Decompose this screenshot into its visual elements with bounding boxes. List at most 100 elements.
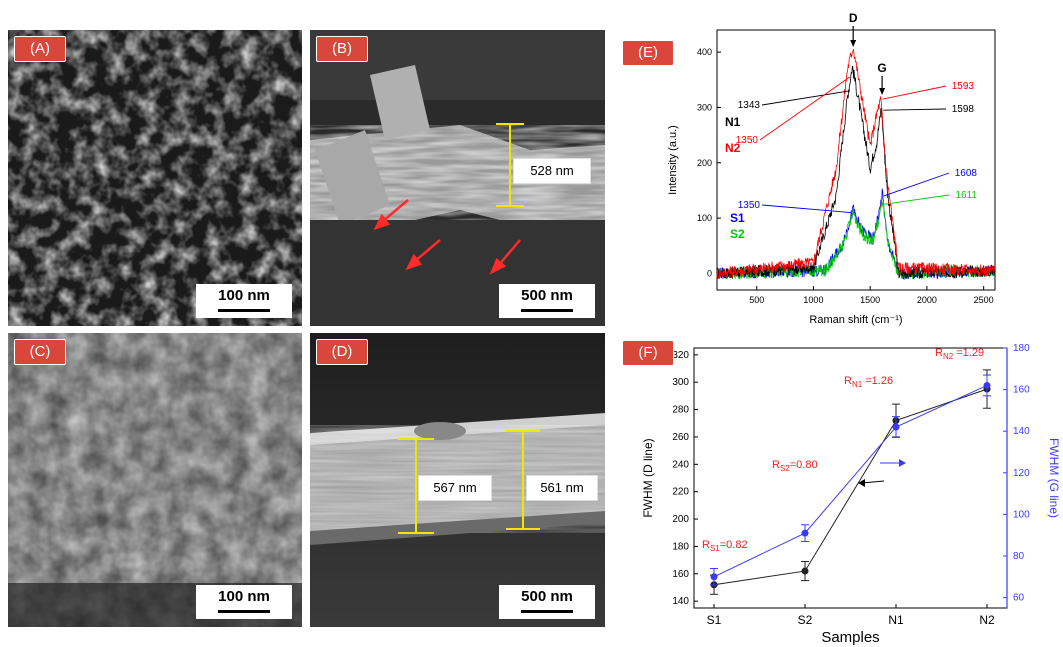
plot-frame bbox=[716, 29, 996, 291]
y-tick-label: 200 bbox=[672, 514, 689, 525]
plot-frame bbox=[693, 347, 1008, 609]
sem-panel-a: (A) 100 nm bbox=[8, 30, 302, 326]
ratio-label: RN2 =1.29 bbox=[935, 347, 984, 361]
left-axis-arrow bbox=[861, 480, 885, 484]
panel-d-scale-label: 500 nm bbox=[521, 588, 573, 605]
scale-bar-line bbox=[218, 610, 270, 613]
y-tick-label: 260 bbox=[672, 432, 689, 443]
x-tick-label: 1000 bbox=[803, 295, 823, 305]
y-tick-label: 240 bbox=[672, 459, 689, 470]
peak-annotation: 1611 bbox=[955, 190, 977, 201]
x-tick-label: 500 bbox=[749, 295, 764, 305]
peak-annotation: 1343 bbox=[738, 100, 761, 111]
series-line-N2 bbox=[716, 49, 996, 279]
y-right-tick-label: 120 bbox=[1013, 468, 1030, 479]
y-right-tick-label: 180 bbox=[1013, 343, 1030, 354]
peak-label-d: D bbox=[849, 11, 858, 25]
right-axis-arrow-head bbox=[899, 459, 906, 467]
panel-d-tag: (D) bbox=[316, 339, 368, 365]
thickness-marker-d bbox=[398, 430, 540, 534]
x-axis-label: Raman shift (cm⁻¹) bbox=[809, 314, 902, 326]
panel-e-tag: (E) bbox=[622, 40, 674, 66]
y-tick-label: 320 bbox=[672, 350, 689, 361]
y-tick-label: 100 bbox=[697, 213, 712, 223]
panel-b-scalebar: 500 nm bbox=[499, 284, 595, 318]
sem-texture-a bbox=[8, 30, 302, 326]
scale-bar-line bbox=[521, 309, 573, 312]
panel-c-tag: (C) bbox=[14, 339, 66, 365]
y-tick-label: 300 bbox=[672, 377, 689, 388]
scale-bar-line bbox=[218, 309, 270, 312]
x-tick-label: N2 bbox=[979, 613, 995, 627]
annotation-leader bbox=[761, 90, 850, 106]
annotation-leader bbox=[883, 108, 947, 111]
ratio-label: RS2=0.80 bbox=[772, 459, 818, 473]
y-right-tick-label: 140 bbox=[1013, 426, 1030, 437]
panel-a-scalebar: 100 nm bbox=[196, 284, 292, 318]
x-tick-label: 2000 bbox=[917, 295, 937, 305]
red-arrows bbox=[373, 199, 521, 275]
fwhm-series-line-right bbox=[713, 384, 988, 578]
y-right-tick-label: 60 bbox=[1013, 593, 1025, 604]
annotation-leader bbox=[759, 76, 851, 141]
data-point bbox=[710, 573, 718, 581]
x-axis-label: Samples bbox=[821, 629, 879, 646]
series-label-N1: N1 bbox=[725, 115, 741, 129]
data-point bbox=[983, 381, 991, 389]
x-tick-label: 2500 bbox=[974, 295, 994, 305]
data-point bbox=[801, 529, 809, 537]
y-tick-label: 400 bbox=[697, 47, 712, 57]
ratio-label: RN1 =1.26 bbox=[844, 375, 893, 389]
series-label-S1: S1 bbox=[730, 211, 745, 225]
y-tick-label: 220 bbox=[672, 487, 689, 498]
peak-annotation: 1350 bbox=[738, 200, 761, 211]
x-tick-label: N1 bbox=[888, 613, 904, 627]
panel-b-scale-label: 500 nm bbox=[521, 287, 573, 304]
panel-a-scale-label: 100 nm bbox=[218, 287, 270, 304]
peak-annotation: 1350 bbox=[736, 135, 759, 146]
annotation-leader bbox=[882, 85, 947, 100]
y-right-axis-label: FWHM (G line) bbox=[1047, 438, 1061, 518]
peak-arrow-d-head bbox=[850, 40, 857, 47]
y-right-tick-label: 160 bbox=[1013, 385, 1030, 396]
peak-annotation: 1608 bbox=[955, 168, 978, 179]
fwhm-series-line-left bbox=[713, 388, 988, 586]
panel-d-scalebar: 500 nm bbox=[499, 585, 595, 619]
panel-f-tag: (F) bbox=[622, 340, 674, 366]
y-tick-label: 160 bbox=[672, 569, 689, 580]
sem-panel-c: (C) 100 nm bbox=[8, 333, 302, 627]
panel-c-scale-label: 100 nm bbox=[218, 588, 270, 605]
x-tick-label: S2 bbox=[798, 613, 813, 627]
y-axis-label: FWHM (D line) bbox=[641, 438, 655, 517]
annotation-leader bbox=[884, 194, 950, 205]
sem-texture-c bbox=[8, 333, 302, 627]
peak-label-g: G bbox=[877, 61, 886, 75]
scale-bar-line bbox=[521, 610, 573, 613]
y-right-tick-label: 80 bbox=[1013, 551, 1025, 562]
y-right-tick-label: 100 bbox=[1013, 509, 1030, 520]
annotation-leader bbox=[883, 172, 950, 197]
series-label-S2: S2 bbox=[730, 227, 745, 241]
y-tick-label: 300 bbox=[697, 102, 712, 112]
y-tick-label: 180 bbox=[672, 541, 689, 552]
y-axis-label: Intensity (a.u.) bbox=[667, 125, 679, 195]
data-point bbox=[892, 423, 900, 431]
left-axis-arrow-head bbox=[858, 479, 865, 487]
peak-annotation: 1593 bbox=[952, 81, 975, 92]
panel-a-tag: (A) bbox=[14, 36, 66, 62]
annotation-leader bbox=[761, 204, 851, 214]
thickness-label-d-left: 567 nm bbox=[418, 475, 492, 501]
ratio-label: RS1=0.82 bbox=[702, 539, 748, 553]
x-tick-label: S1 bbox=[707, 613, 722, 627]
thickness-label-d-right: 561 nm bbox=[526, 475, 598, 501]
data-point bbox=[801, 567, 809, 575]
raman-chart: 500 1000 1500 2000 2500 0 100 200 300 400 Raman sh… bbox=[667, 11, 996, 326]
thickness-marker-b bbox=[496, 123, 524, 207]
y-tick-label: 280 bbox=[672, 405, 689, 416]
peak-arrow-g-head bbox=[879, 88, 886, 95]
panel-c-scalebar: 100 nm bbox=[196, 585, 292, 619]
sem-panel-b: 528 nm (B) 500 nm bbox=[310, 30, 605, 326]
panel-b-tag: (B) bbox=[316, 36, 368, 62]
series-line-N1 bbox=[716, 65, 996, 280]
thickness-label-b: 528 nm bbox=[513, 158, 591, 184]
